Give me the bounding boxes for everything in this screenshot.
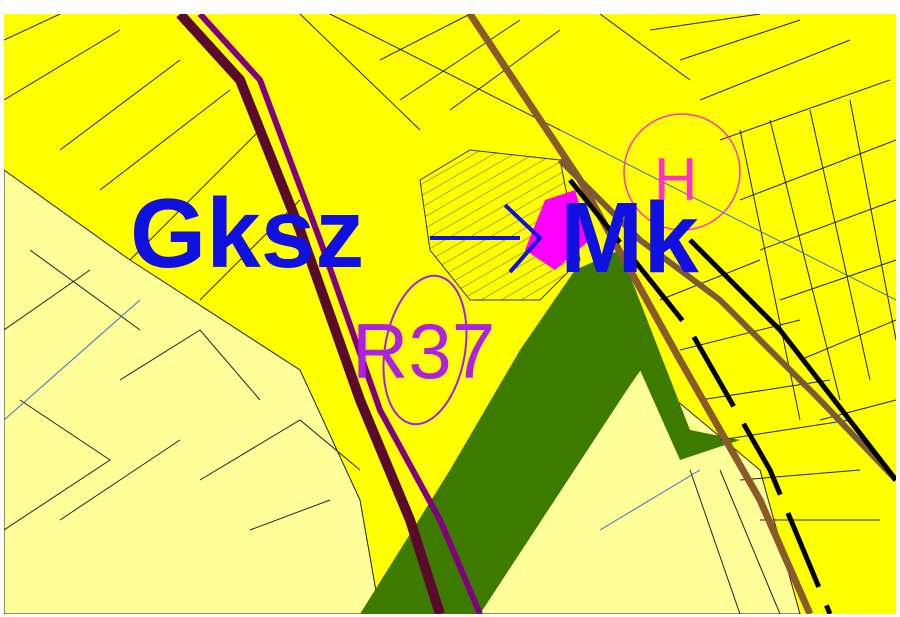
road-label: R37 (352, 307, 495, 395)
marker-shape (525, 190, 590, 270)
map-content: Gksz Mk R37 H (4, 14, 896, 614)
hatched-area (419, 149, 581, 301)
marker-circle (623, 113, 741, 231)
zone-label: Gksz (130, 178, 364, 288)
green-area (360, 250, 740, 614)
parcel-lines (4, 14, 896, 614)
marker-label: H (654, 146, 697, 213)
railway (568, 178, 833, 614)
road-purple (197, 14, 483, 614)
road-circle (382, 274, 468, 426)
zone-label: Mk (560, 182, 699, 294)
railway-2 (688, 238, 896, 482)
road-dark (176, 14, 445, 614)
arrow-head (503, 203, 543, 274)
road-brown-2 (557, 157, 896, 483)
road-brown (467, 14, 814, 614)
